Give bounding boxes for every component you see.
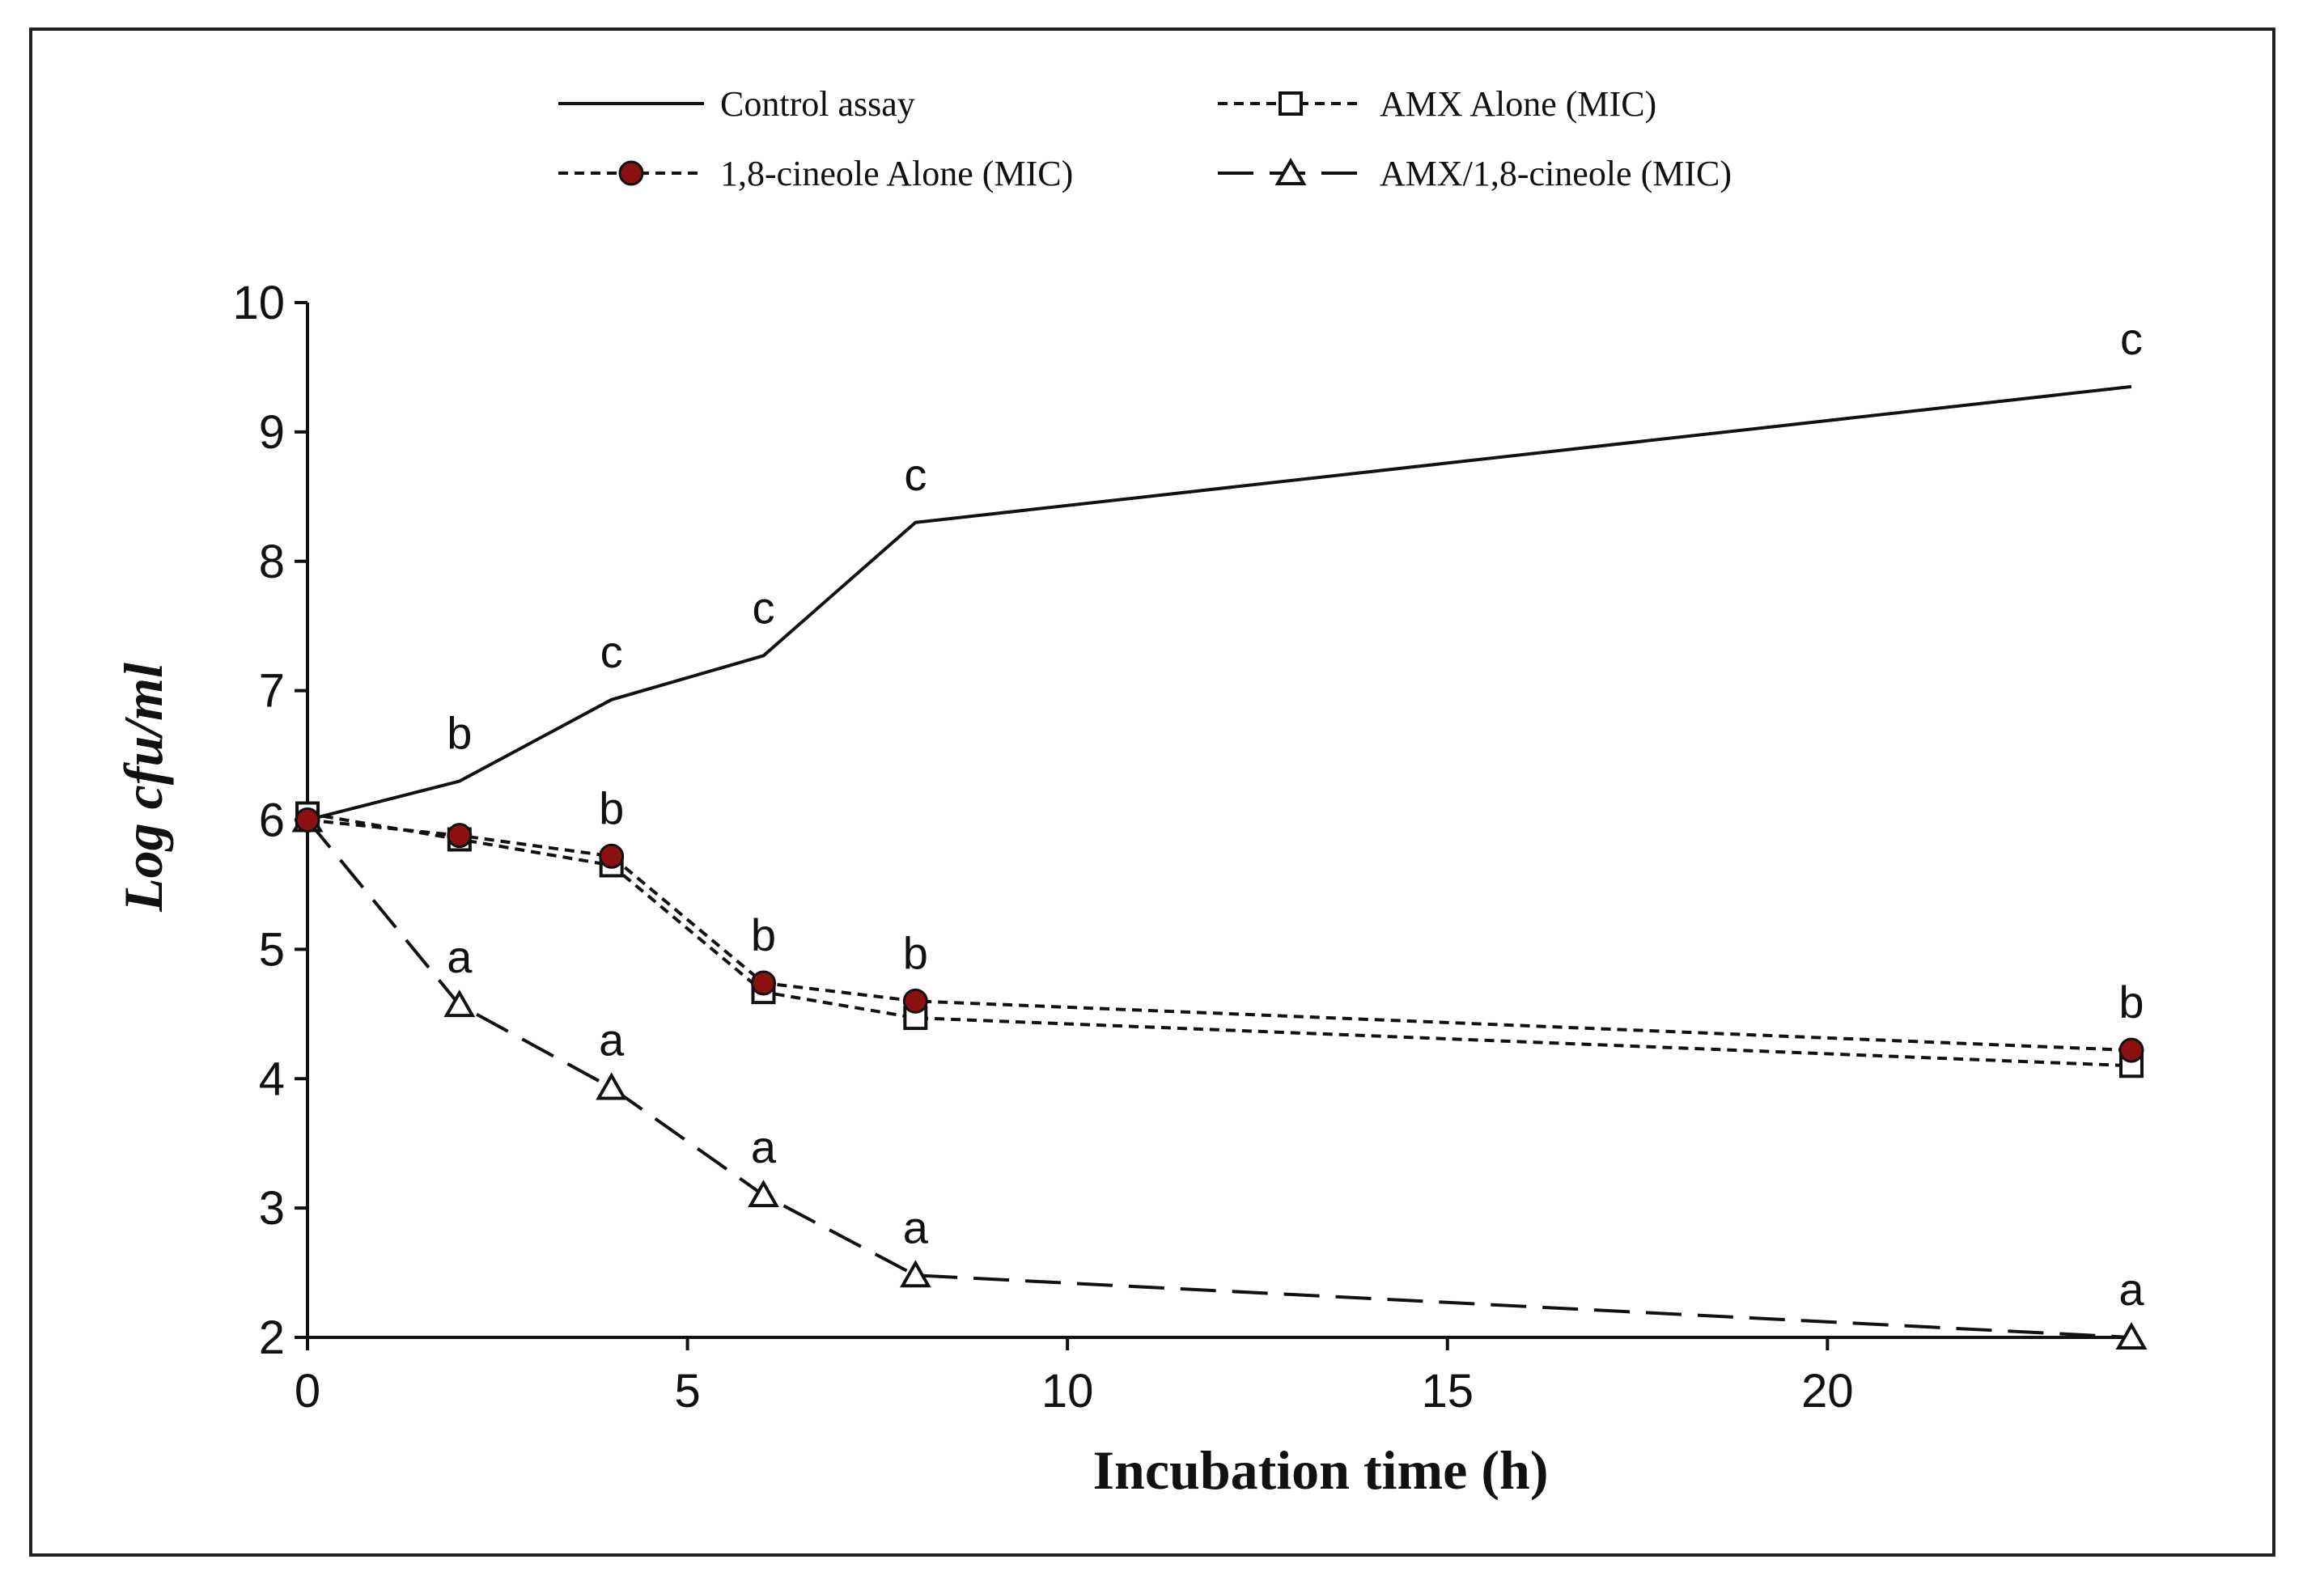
significance-label: c	[904, 449, 927, 500]
x-tick-label: 15	[1421, 1365, 1474, 1417]
data-point	[443, 989, 476, 1018]
data-point	[295, 807, 320, 833]
x-tick-label: 5	[674, 1365, 700, 1417]
series-amx-alone-mic-	[295, 801, 2144, 1078]
legend-marker	[1274, 157, 1307, 185]
significance-label: a	[751, 1121, 777, 1172]
legend-item: 1,8-cineole Alone (MIC)	[558, 154, 1073, 193]
series-line	[307, 811, 2132, 1068]
x-axis-label: Incubation time (h)	[1093, 1439, 1549, 1501]
y-tick-label: 8	[259, 536, 285, 588]
significance-label: a	[599, 1014, 625, 1065]
significance-label: a	[447, 931, 473, 982]
legend-label: 1,8-cineole Alone (MIC)	[720, 154, 1073, 193]
y-tick-label: 6	[259, 794, 285, 847]
x-tick-label: 20	[1801, 1365, 1854, 1417]
significance-label: b	[447, 708, 472, 759]
significance-label: c	[753, 582, 775, 633]
legend-marker	[1279, 91, 1303, 116]
significance-label: b	[599, 782, 624, 833]
series-amx-1-8-cineole-mic-	[291, 804, 2148, 1350]
y-tick-label: 3	[259, 1182, 285, 1235]
y-tick-label: 2	[259, 1311, 285, 1364]
significance-label: a	[2118, 1264, 2144, 1315]
legend: Control assay AMX Alone (MIC) 1,8-cineole …	[558, 84, 1732, 193]
series-control-assay	[307, 384, 2132, 822]
significance-label: b	[751, 909, 776, 960]
axes: 2 3 4 5 6 7 8 9 10 0 5 10 15 20	[232, 277, 2131, 1417]
series-line	[307, 384, 2132, 822]
line-chart: Control assay AMX Alone (MIC) 1,8-cineole …	[112, 84, 2148, 1501]
series-line	[306, 819, 2132, 1339]
series-line	[307, 818, 2132, 1053]
x-tick-label: 10	[1041, 1365, 1094, 1417]
y-tick-label: 7	[259, 665, 285, 718]
data-point	[2115, 1321, 2148, 1350]
legend-item: Control assay	[558, 84, 915, 124]
legend-item: AMX/1,8-cineole (MIC)	[1218, 154, 1732, 193]
data-point	[2118, 1037, 2144, 1063]
y-tick-label: 10	[232, 277, 285, 329]
data-point	[899, 1260, 931, 1288]
annotation-layer: b c c c c b b b b a a a a a	[447, 313, 2144, 1315]
y-tick-label: 9	[259, 406, 285, 459]
y-axis-label: Log cfu/ml	[112, 663, 174, 913]
data-point	[596, 1072, 628, 1100]
data-point	[902, 988, 928, 1014]
legend-label: AMX Alone (MIC)	[1380, 84, 1656, 124]
significance-label: b	[903, 927, 928, 978]
chart-frame: Control assay AMX Alone (MIC) 1,8-cineole …	[29, 28, 2275, 1557]
legend-marker	[618, 160, 644, 186]
x-tick-label: 0	[295, 1365, 320, 1417]
significance-label: c	[600, 626, 623, 677]
series-layer	[291, 384, 2148, 1350]
data-point	[748, 1180, 779, 1208]
legend-item: AMX Alone (MIC)	[1218, 84, 1656, 124]
significance-label: c	[2120, 313, 2143, 364]
y-tick-label: 5	[259, 923, 285, 976]
data-point	[751, 970, 776, 996]
legend-label: Control assay	[720, 84, 915, 124]
series-1-8-cineole-alone-mic-	[295, 807, 2144, 1063]
y-tick-label: 4	[259, 1053, 285, 1105]
legend-label: AMX/1,8-cineole (MIC)	[1380, 154, 1732, 193]
significance-label: b	[2118, 977, 2144, 1028]
significance-label: a	[903, 1201, 929, 1252]
data-point	[447, 823, 473, 849]
data-point	[599, 843, 625, 869]
